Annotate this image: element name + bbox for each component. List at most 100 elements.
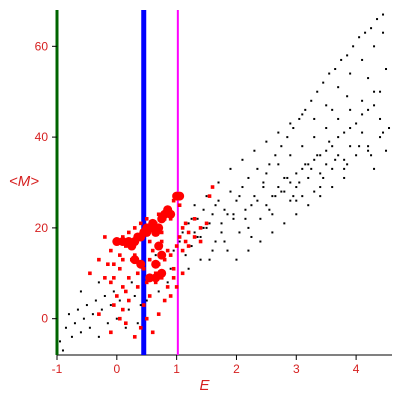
data-point xyxy=(118,266,122,271)
data-point xyxy=(325,163,328,166)
data-point xyxy=(313,136,316,139)
data-point xyxy=(174,244,179,248)
data-point xyxy=(346,95,349,98)
data-point xyxy=(358,36,361,39)
data-point xyxy=(334,158,337,161)
data-point xyxy=(159,230,164,235)
data-point xyxy=(73,322,76,325)
data-point xyxy=(337,136,340,139)
data-point xyxy=(373,90,376,93)
data-point xyxy=(331,186,334,189)
data-point xyxy=(286,176,289,179)
data-point xyxy=(361,113,364,116)
data-point xyxy=(220,231,223,234)
data-point xyxy=(262,181,265,184)
data-point xyxy=(103,294,106,297)
data-point xyxy=(367,145,370,148)
data-point xyxy=(153,271,158,276)
data-point xyxy=(310,99,313,102)
data-point xyxy=(250,235,253,238)
data-point xyxy=(265,204,268,207)
data-point xyxy=(313,158,316,161)
data-point xyxy=(130,281,133,284)
data-point xyxy=(138,325,143,330)
data-point xyxy=(298,181,301,184)
data-point xyxy=(277,131,280,134)
data-point xyxy=(174,285,179,289)
data-point xyxy=(313,190,316,193)
y-tick-label: 40 xyxy=(35,130,49,144)
data-point xyxy=(132,253,137,257)
data-point xyxy=(141,303,146,307)
data-point xyxy=(322,176,325,179)
data-point xyxy=(144,280,149,285)
data-point xyxy=(358,145,361,148)
data-point xyxy=(135,285,140,289)
data-point xyxy=(151,259,161,269)
data-point xyxy=(253,195,256,198)
data-point xyxy=(376,18,379,21)
data-point xyxy=(192,235,197,239)
data-point xyxy=(289,122,292,125)
data-point xyxy=(319,195,322,198)
data-point xyxy=(370,27,373,30)
data-point xyxy=(123,289,128,294)
data-point xyxy=(184,254,187,257)
data-point xyxy=(346,163,349,166)
data-point xyxy=(367,108,370,111)
data-point xyxy=(382,131,385,134)
data-point xyxy=(214,204,217,207)
data-point xyxy=(235,258,238,261)
data-point xyxy=(364,31,367,34)
data-point xyxy=(157,250,167,260)
data-point xyxy=(349,72,352,75)
data-point xyxy=(135,271,140,276)
data-point xyxy=(196,217,199,220)
x-tick-label: -1 xyxy=(52,362,63,376)
data-point xyxy=(319,154,322,157)
data-point xyxy=(382,31,385,34)
data-point xyxy=(316,90,319,93)
data-point xyxy=(196,235,199,238)
data-point xyxy=(123,321,128,326)
data-point xyxy=(142,227,152,237)
y-axis-label: <M> xyxy=(9,173,39,190)
data-points xyxy=(58,13,391,352)
data-point xyxy=(295,186,298,189)
data-point xyxy=(198,239,203,244)
data-point xyxy=(154,241,164,251)
data-point xyxy=(187,267,190,270)
data-point xyxy=(232,213,235,216)
data-point xyxy=(159,239,164,244)
data-point xyxy=(139,304,142,307)
data-point xyxy=(141,266,146,271)
data-point xyxy=(253,149,256,152)
data-point xyxy=(193,204,196,207)
data-point xyxy=(168,217,173,221)
data-point xyxy=(199,235,202,238)
data-point xyxy=(208,222,211,225)
data-point xyxy=(147,257,152,262)
data-point xyxy=(217,181,220,184)
data-point xyxy=(280,145,283,148)
data-point xyxy=(286,136,289,139)
data-point xyxy=(156,212,161,217)
data-point xyxy=(304,163,307,166)
data-point xyxy=(223,240,226,243)
data-point xyxy=(171,266,176,271)
data-point xyxy=(166,281,169,284)
data-point xyxy=(277,186,280,189)
x-tick-label: 3 xyxy=(293,362,300,376)
data-point xyxy=(205,226,208,229)
data-point xyxy=(126,276,131,280)
data-point xyxy=(207,194,212,198)
data-point xyxy=(171,198,176,203)
data-point xyxy=(115,294,119,298)
data-point xyxy=(121,285,125,289)
x-tick-label: 1 xyxy=(173,362,180,376)
data-point xyxy=(268,208,271,211)
data-point xyxy=(373,104,376,107)
data-point xyxy=(283,176,286,179)
data-point xyxy=(124,326,127,329)
